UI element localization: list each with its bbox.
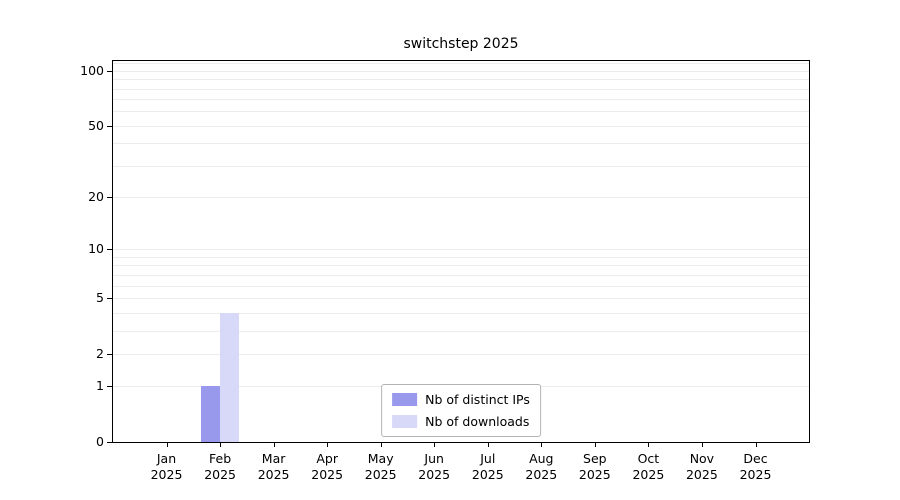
x-axis-tick-label: Jan 2025 — [150, 451, 183, 482]
x-axis-tick-label: Sep 2025 — [578, 451, 611, 482]
bar-distinct-ips — [201, 386, 221, 442]
y-axis-tick — [107, 353, 112, 355]
gridline — [113, 274, 809, 276]
gridline — [113, 353, 809, 355]
x-axis-tick-label: Jul 2025 — [471, 451, 504, 482]
y-axis-tick — [107, 249, 112, 251]
x-axis-tick — [701, 443, 703, 447]
plot-area: Nb of distinct IPs Nb of downloads — [112, 60, 810, 443]
gridline — [113, 63, 809, 65]
x-axis-tick-label: Oct 2025 — [632, 451, 665, 482]
bar-downloads — [220, 312, 240, 442]
legend-swatch-distinct-ips — [392, 393, 418, 406]
x-axis-tick — [273, 443, 275, 447]
gridline — [113, 285, 809, 287]
x-axis-tick — [220, 443, 222, 447]
chart-title: switchstep 2025 — [403, 36, 519, 52]
x-axis-tick-label: Dec 2025 — [739, 451, 772, 482]
gridline — [113, 88, 809, 90]
y-axis-tick-label: 20 — [88, 189, 104, 205]
x-axis-tick-label: Jun 2025 — [418, 451, 451, 482]
x-axis-tick-label: May 2025 — [364, 451, 397, 482]
x-axis-tick-label: Aug 2025 — [525, 451, 558, 482]
gridline — [113, 297, 809, 299]
gridline — [113, 111, 809, 113]
legend-swatch-downloads — [392, 415, 418, 428]
legend-item-downloads: Nb of downloads — [392, 414, 530, 429]
gridline — [113, 99, 809, 101]
gridline — [113, 312, 809, 314]
x-axis-tick-label: Mar 2025 — [257, 451, 290, 482]
legend-item-distinct-ips: Nb of distinct IPs — [392, 392, 530, 407]
y-axis-tick — [107, 297, 112, 299]
y-axis-tick-label: 0 — [96, 434, 104, 449]
y-axis-tick — [107, 442, 112, 443]
x-axis-tick — [327, 443, 329, 447]
gridline — [113, 125, 809, 127]
gridline — [113, 143, 809, 145]
y-axis-tick-label: 1 — [96, 378, 104, 394]
x-axis-tick-label: Nov 2025 — [685, 451, 718, 482]
x-axis-tick — [166, 443, 168, 447]
gridline — [113, 165, 809, 167]
x-axis-tick — [434, 443, 436, 447]
y-axis-tick-label: 5 — [96, 289, 104, 305]
x-axis-tick — [648, 443, 650, 447]
gridline — [113, 256, 809, 258]
gridline — [113, 265, 809, 267]
gridline — [113, 330, 809, 332]
legend-label-downloads: Nb of downloads — [425, 414, 530, 429]
x-axis-tick — [487, 443, 489, 447]
y-axis-tick-label: 10 — [88, 241, 104, 257]
gridline — [113, 70, 809, 72]
gridline — [113, 79, 809, 81]
gridline — [113, 249, 809, 251]
y-axis-tick-label: 2 — [96, 345, 104, 361]
y-axis-tick-label: 100 — [80, 62, 104, 78]
x-axis-tick — [380, 443, 382, 447]
x-axis-tick-label: Feb 2025 — [204, 451, 236, 482]
y-axis-tick — [107, 125, 112, 127]
x-axis-tick — [755, 443, 757, 447]
y-axis-tick-label: 50 — [88, 117, 104, 133]
y-axis-tick — [107, 197, 112, 199]
legend: Nb of distinct IPs Nb of downloads — [381, 384, 541, 437]
y-axis-tick — [107, 386, 112, 388]
y-axis-tick — [107, 70, 112, 72]
x-axis-tick — [594, 443, 596, 447]
x-axis-tick — [541, 443, 543, 447]
gridline — [113, 197, 809, 199]
legend-label-distinct-ips: Nb of distinct IPs — [425, 392, 530, 407]
x-axis-tick-label: Apr 2025 — [311, 451, 344, 482]
